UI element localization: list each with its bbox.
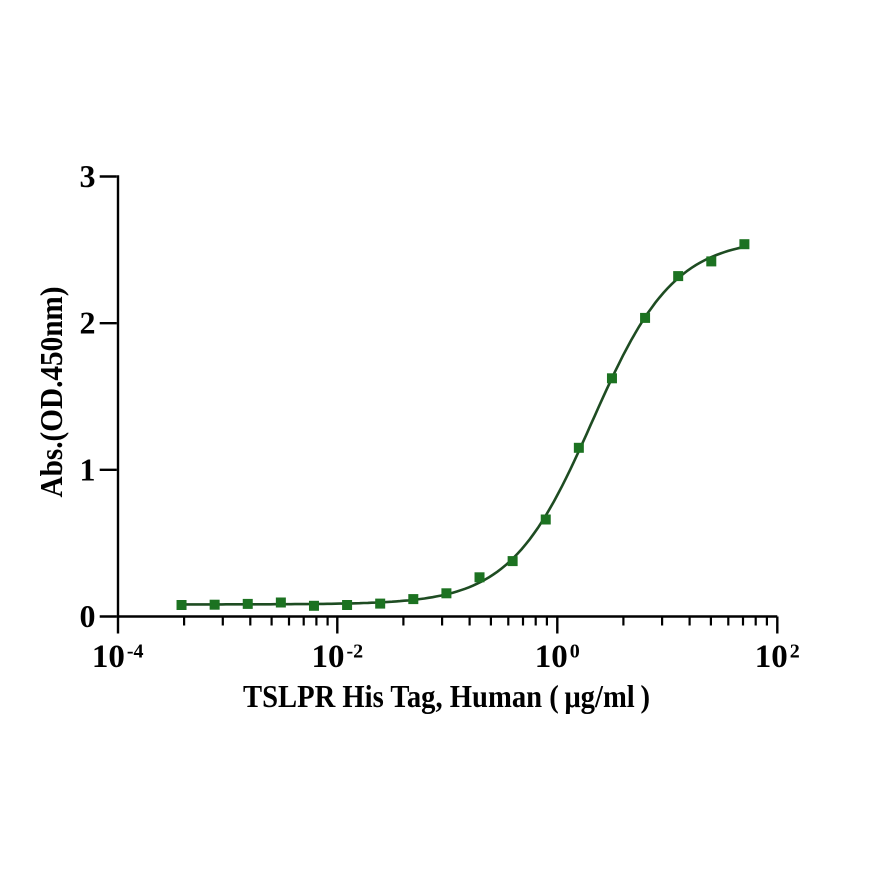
svg-text:2: 2 bbox=[80, 305, 96, 341]
svg-text:1: 1 bbox=[80, 451, 96, 487]
svg-text:0: 0 bbox=[80, 598, 96, 634]
svg-text:10-2: 10 -2 bbox=[311, 639, 363, 675]
svg-text:3: 3 bbox=[80, 158, 96, 194]
svg-text:TSLPR His Tag, Human ( μg/ml ): TSLPR His Tag, Human ( μg/ml ) bbox=[243, 678, 650, 714]
svg-text:Abs.(OD.450nm): Abs.(OD.450nm) bbox=[33, 287, 69, 498]
